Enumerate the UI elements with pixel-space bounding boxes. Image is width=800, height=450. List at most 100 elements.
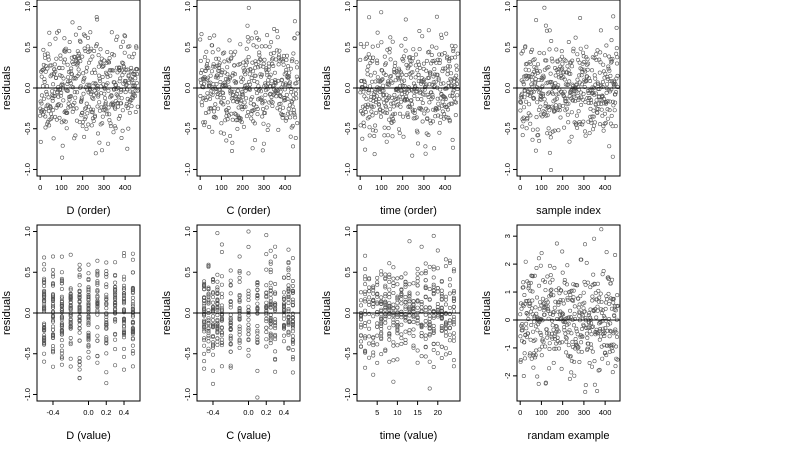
data-point <box>403 280 408 285</box>
data-point <box>88 30 93 35</box>
data-point <box>562 89 567 94</box>
data-point <box>77 294 82 299</box>
data-point <box>546 126 551 131</box>
data-point <box>211 322 216 327</box>
data-point <box>602 111 607 116</box>
data-point <box>50 254 55 259</box>
data-point <box>383 294 388 299</box>
data-point <box>45 51 50 56</box>
data-point <box>135 104 140 109</box>
data-point <box>122 33 127 38</box>
data-point <box>206 320 211 325</box>
data-point <box>206 262 211 267</box>
data-point <box>206 349 211 354</box>
data-point <box>262 111 267 116</box>
data-point <box>77 330 82 335</box>
data-point <box>104 337 109 342</box>
data-point <box>445 107 450 112</box>
data-point <box>281 62 286 67</box>
data-point <box>56 94 61 99</box>
data-point <box>399 322 404 327</box>
data-point <box>547 150 552 155</box>
y-tick-label: 0.0 <box>503 83 512 93</box>
data-point <box>381 88 386 93</box>
data-point <box>103 96 108 101</box>
data-point <box>536 133 541 138</box>
data-point <box>423 345 428 350</box>
data-point <box>454 63 459 68</box>
data-point <box>290 354 295 359</box>
data-point <box>60 155 65 160</box>
data-point <box>246 308 251 313</box>
data-point <box>576 84 581 89</box>
data-point <box>375 333 380 338</box>
data-point <box>234 92 239 97</box>
data-point <box>122 251 127 256</box>
data-point <box>415 348 420 353</box>
data-point <box>205 58 210 63</box>
data-point <box>523 301 528 306</box>
data-point <box>291 97 296 102</box>
data-point <box>268 267 273 272</box>
data-point <box>440 69 445 74</box>
data-point <box>570 98 575 103</box>
data-point <box>77 338 82 343</box>
data-point <box>395 314 400 319</box>
data-point <box>273 308 278 313</box>
data-point <box>435 96 440 101</box>
data-point <box>44 89 49 94</box>
data-point <box>548 311 553 316</box>
data-point <box>50 267 55 272</box>
data-point <box>610 99 615 104</box>
data-point <box>448 101 453 106</box>
data-point <box>83 33 88 38</box>
data-point <box>247 72 252 77</box>
data-point <box>116 104 121 109</box>
data-point <box>410 70 415 75</box>
data-point <box>228 337 233 342</box>
x-tick-label: 300 <box>98 183 111 192</box>
data-point <box>70 72 75 77</box>
data-point <box>76 51 81 56</box>
data-point <box>615 293 620 298</box>
data-point <box>261 64 266 69</box>
data-point <box>68 326 73 331</box>
data-point <box>129 68 134 73</box>
data-point <box>423 261 428 266</box>
data-point <box>209 69 214 74</box>
x-tick-label: 100 <box>215 183 228 192</box>
data-point <box>610 277 615 282</box>
data-point <box>122 286 127 291</box>
data-point <box>295 121 300 126</box>
data-point <box>395 294 400 299</box>
data-point <box>427 313 432 318</box>
data-point <box>270 104 275 109</box>
data-point <box>363 308 368 313</box>
data-point <box>567 328 572 333</box>
data-point <box>436 106 441 111</box>
data-point <box>68 340 73 345</box>
x-axis-label: D (value) <box>66 430 111 442</box>
data-point <box>547 366 552 371</box>
data-points <box>518 227 620 394</box>
data-point <box>522 88 527 93</box>
data-point <box>215 325 220 330</box>
data-point <box>130 325 135 330</box>
data-point <box>538 330 543 335</box>
data-point <box>427 49 432 54</box>
data-point <box>415 271 420 276</box>
data-point <box>367 326 372 331</box>
data-point <box>409 102 414 107</box>
data-point <box>111 130 116 135</box>
data-point <box>86 344 91 349</box>
data-point <box>549 292 554 297</box>
data-point <box>573 336 578 341</box>
data-point <box>375 301 380 306</box>
data-point <box>268 248 273 253</box>
data-point <box>130 302 135 307</box>
data-point <box>285 111 290 116</box>
data-point <box>291 92 296 97</box>
data-point <box>407 306 412 311</box>
data-point <box>262 57 267 62</box>
data-point <box>202 287 207 292</box>
